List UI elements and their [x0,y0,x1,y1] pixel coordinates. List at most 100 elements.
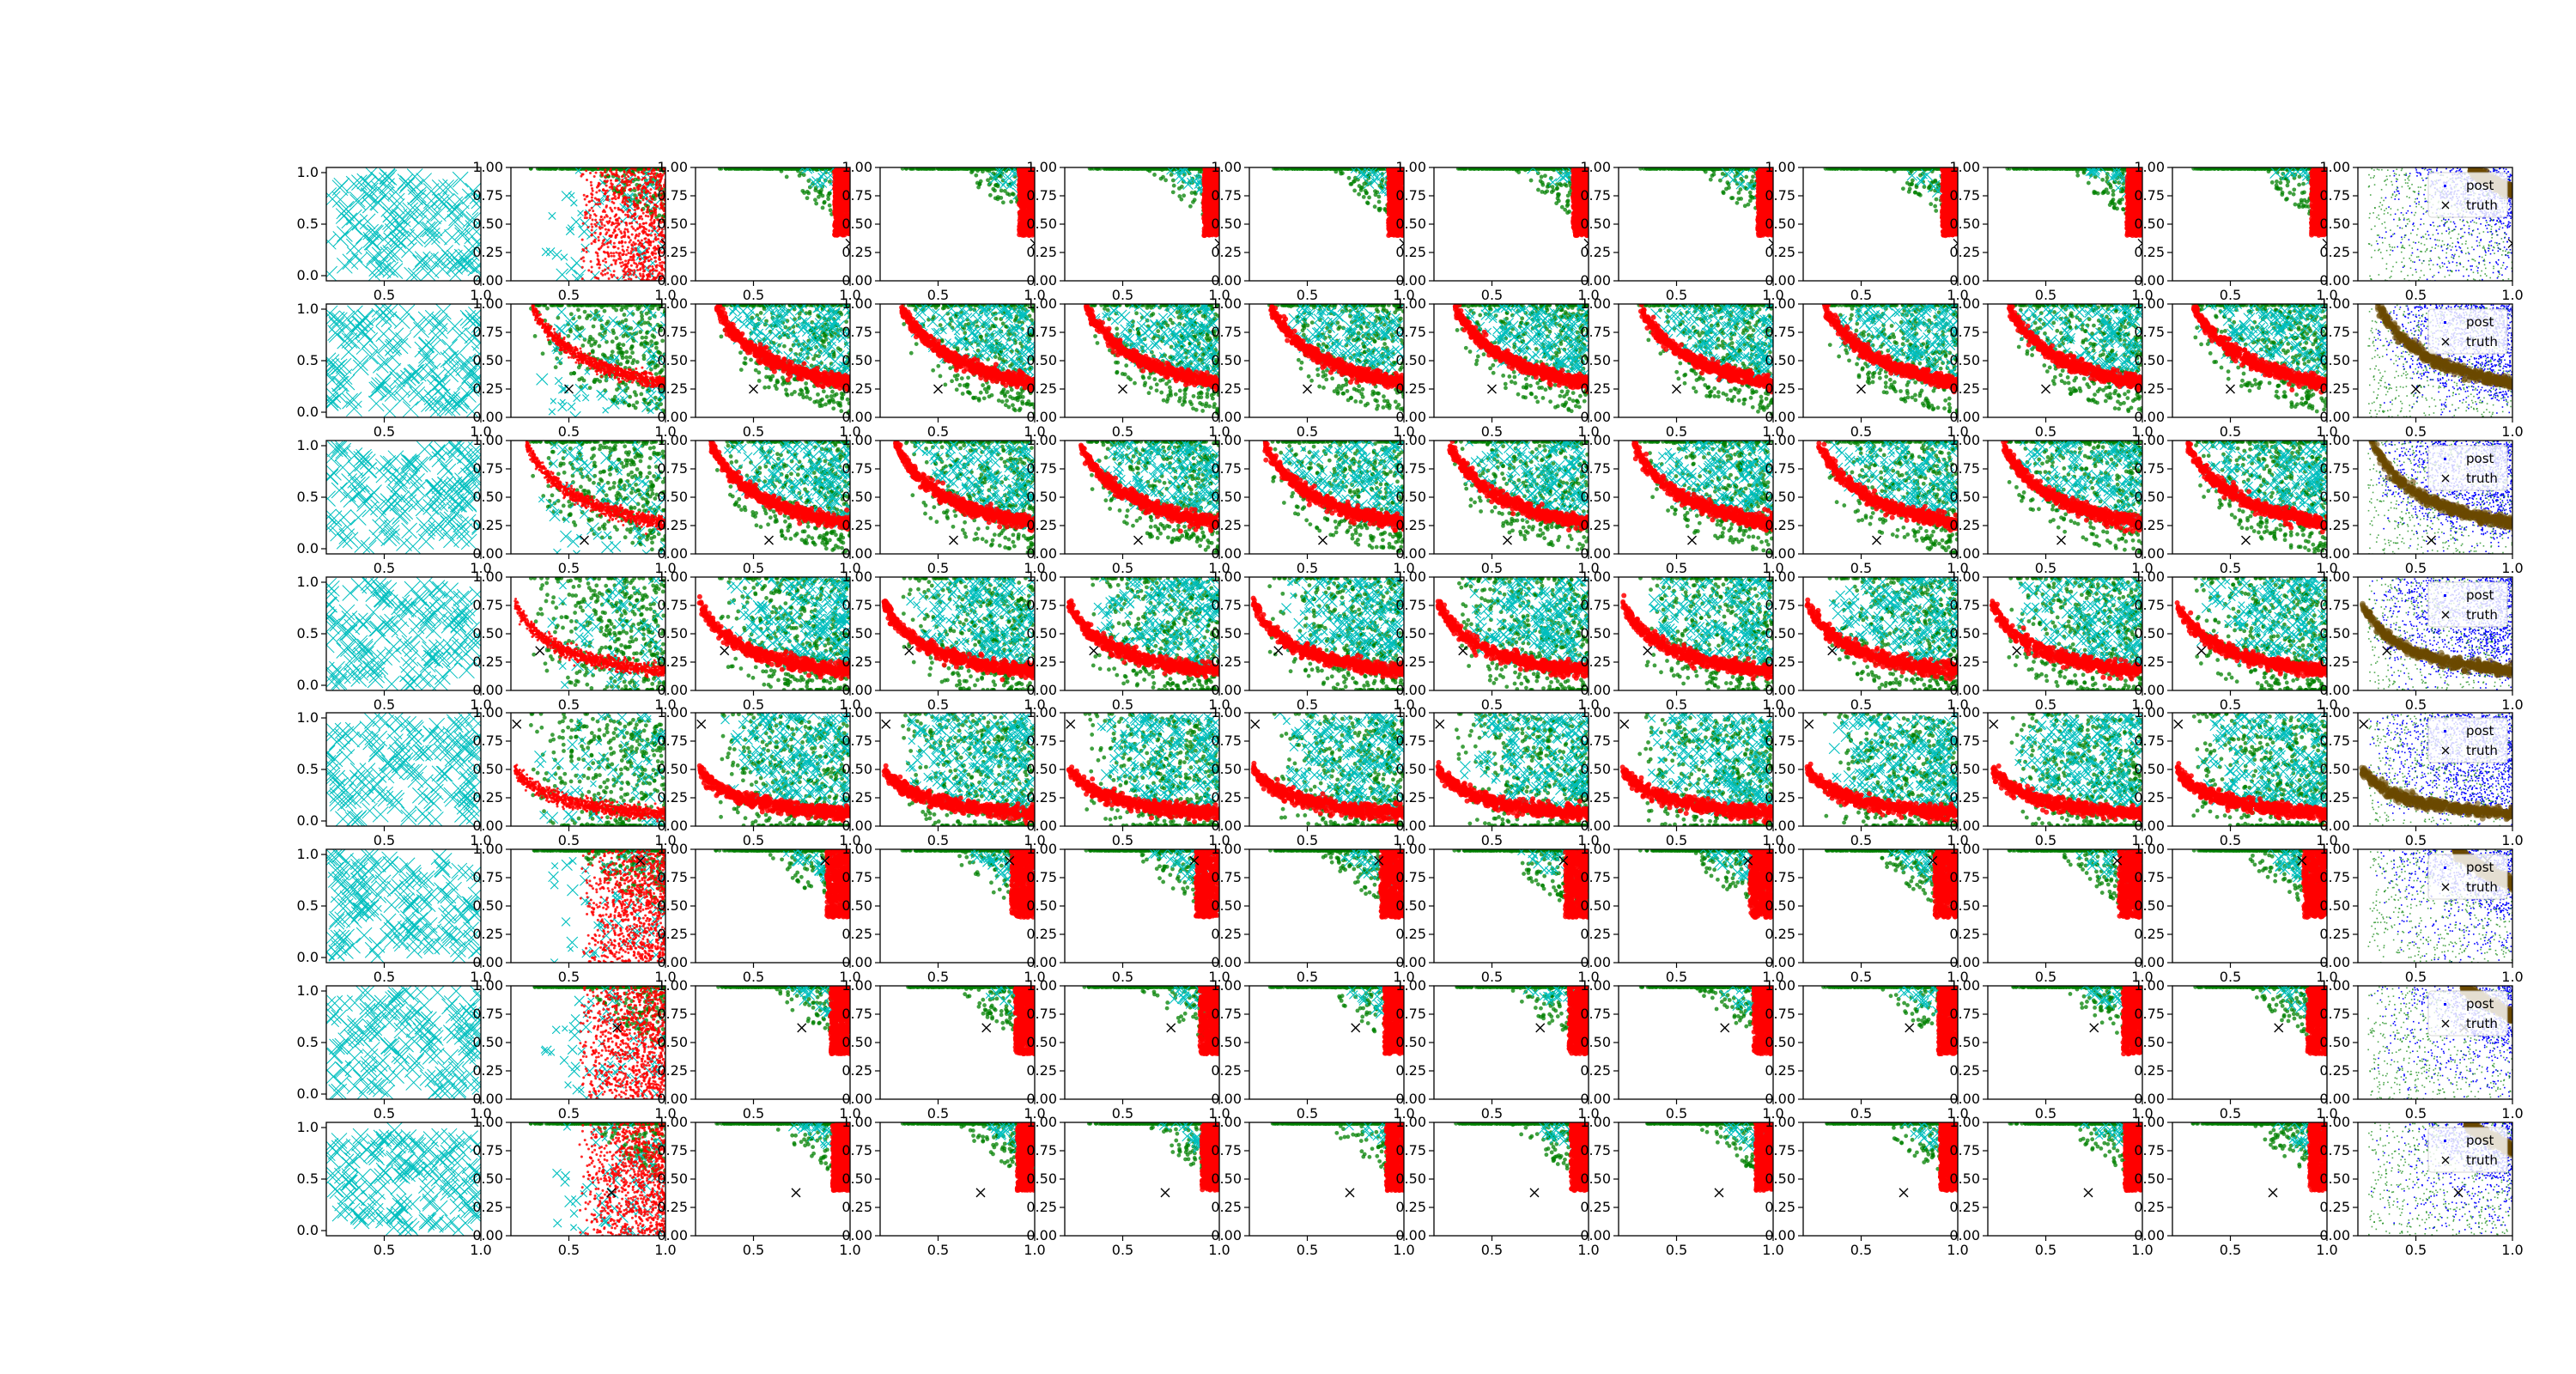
sample-point [827,192,831,196]
accepted-point [602,210,605,213]
accepted-point [651,251,653,253]
accepted-point [615,252,617,254]
y-tick-label: 0.00 [472,272,503,289]
y-tick-label: 0.0 [297,267,319,283]
y-tick-label: 0.25 [472,244,503,260]
accepted-point [601,172,604,174]
accepted-point [614,263,617,265]
accepted-point [597,236,599,239]
accepted-point [641,217,643,220]
sample-point [1172,184,1176,188]
accepted-point [608,220,611,222]
accepted-point [620,258,623,260]
accepted-point [586,226,589,228]
accepted-point [604,269,606,271]
accepted-point [613,228,616,231]
accepted-point [647,215,649,217]
accepted-point [651,265,653,268]
accepted-point [627,252,629,254]
accepted-point [659,207,662,210]
y-tick-label: 0.00 [841,272,872,289]
sample-point [1171,179,1176,183]
accepted-point [635,186,638,189]
accepted-point [610,252,612,254]
accepted-point [654,260,657,263]
sample-point [1349,182,1353,186]
accepted-point [637,176,640,179]
accepted-point [593,175,596,178]
accepted-point [645,222,647,224]
y-tick-label: 0.75 [841,187,872,204]
sample-point [996,197,1000,201]
accepted-point [633,204,635,206]
accepted-point [651,176,653,179]
accepted-point [602,189,605,192]
accepted-point [628,188,630,191]
accepted-point [611,210,613,213]
accepted-point [619,209,622,211]
accepted-point [627,200,629,203]
accepted-point [585,246,587,249]
accepted-point [645,257,647,259]
sample-point [1190,191,1194,195]
accepted-point [642,198,645,201]
accepted-point [615,198,617,200]
sample-point [802,191,806,195]
accepted-point [621,240,623,243]
x-tick-label: 0.5 [1112,287,1133,303]
accepted-point [591,193,593,196]
sample-point [805,196,810,200]
sample-point [1378,207,1382,211]
accepted-point [610,182,612,185]
accepted-point [637,234,640,237]
accepted-point [653,219,656,222]
accepted-point [642,177,645,179]
accepted-point [616,234,618,236]
accepted-point [638,217,641,220]
accepted-point [641,225,643,228]
accepted-point [611,234,613,237]
sample-point [828,204,832,208]
accepted-point [630,270,633,272]
accepted-point [652,240,654,243]
accepted-point [612,252,615,254]
accepted-point [645,237,647,240]
accepted-point [616,179,618,182]
accepted-point [647,241,650,244]
accepted-point [617,277,619,279]
accepted-point [629,258,631,261]
sample-point [785,175,789,179]
accepted-point [629,271,631,274]
sample-point [1365,201,1370,205]
accepted-point [617,228,620,231]
sample-point [974,173,978,178]
accepted-point [585,211,587,214]
accepted-point [593,223,596,226]
accepted-point [1021,178,1026,183]
sample-point [1364,191,1369,195]
accepted-point [622,245,624,247]
accepted-point [605,231,608,234]
y-tick-label: 1.00 [1026,159,1057,175]
sample-point [1377,200,1382,204]
accepted-point [651,170,653,173]
accepted-point [627,171,629,173]
sample-point [813,198,817,202]
accepted-point [650,258,653,260]
accepted-point [635,265,638,268]
accepted-point [595,172,598,174]
accepted-point [647,259,650,262]
accepted-point [1204,224,1209,229]
sample-point [814,202,818,206]
accepted-point [630,173,633,176]
accepted-point [611,255,613,258]
accepted-point [605,180,608,183]
accepted-point [596,186,598,189]
sample-point [826,197,830,201]
accepted-point [590,223,592,226]
accepted-point [648,255,651,258]
sample-point [1352,188,1357,192]
accepted-point [633,259,635,262]
accepted-point [610,179,612,182]
accepted-point [648,180,651,183]
